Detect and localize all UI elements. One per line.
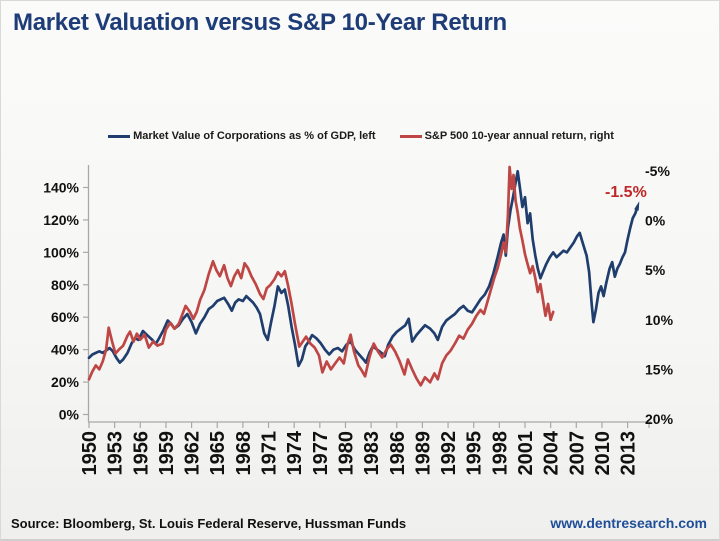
left-axis-label: 60% [51,309,80,325]
left-axis-label: 100% [43,244,79,260]
right-axis-label: 10% [645,312,674,328]
x-axis-label: 2007 [566,431,588,476]
x-axis-label: 1962 [182,431,204,476]
latest-return-annotation: -1.5% [605,184,647,201]
x-axis-label: 1959 [156,431,178,476]
right-axis-label: 20% [645,411,674,427]
x-axis-label: 1986 [387,431,409,476]
right-axis-label: 5% [645,262,666,278]
x-axis-label: 2001 [515,431,537,476]
legend-label: S&P 500 10-year annual return, right [424,130,614,142]
x-axis-label: 1989 [412,431,434,476]
x-axis-label: 1953 [105,431,127,476]
x-axis-label: 1983 [361,431,383,476]
red-line-swatch-icon [399,134,422,138]
right-axis-label: 0% [645,213,666,229]
x-axis-label: 1974 [284,430,306,475]
chart-legend: Market Value of Corporations as % of GDP… [1,130,719,142]
x-axis-label: 1980 [335,431,357,476]
x-axis-label: 1956 [130,431,152,476]
left-axis-label: 20% [51,374,80,390]
x-axis-label: 2013 [618,431,640,476]
page-title: Market Valuation versus S&P 10-Year Retu… [13,9,507,36]
left-axis-label: 0% [59,407,80,423]
source-credit: Source: Bloomberg, St. Louis Federal Res… [11,516,407,531]
sp500-return-line [87,165,555,387]
x-axis-label: 1968 [233,431,255,476]
blue-line-swatch-icon [108,134,131,138]
legend-label: Market Value of Corporations as % of GDP… [133,130,376,142]
left-axis-label: 40% [51,342,80,358]
legend-item-sp500-return: S&P 500 10-year annual return, right [399,130,614,142]
x-axis-label: 2010 [592,431,614,476]
right-axis-label: -5% [645,163,670,179]
x-axis-label: 1977 [310,431,332,476]
x-axis-label: 1992 [438,431,460,476]
market-value-line [87,169,639,368]
left-axis-label: 80% [51,277,80,293]
x-axis-label: 1971 [259,431,281,476]
x-axis-label: 1998 [489,431,511,476]
dentresearch-link[interactable]: www.dentresearch.com [550,515,707,531]
x-axis-label: 1995 [464,431,486,476]
x-axis-label: 2004 [541,430,563,475]
arrow-head-icon [634,201,640,211]
left-axis-label: 120% [43,212,79,228]
legend-item-market-value: Market Value of Corporations as % of GDP… [108,130,376,142]
x-axis-label: 1950 [79,431,101,476]
x-axis-label: 1965 [207,431,229,476]
right-axis-label: 15% [645,361,674,377]
left-axis-label: 140% [43,180,79,196]
